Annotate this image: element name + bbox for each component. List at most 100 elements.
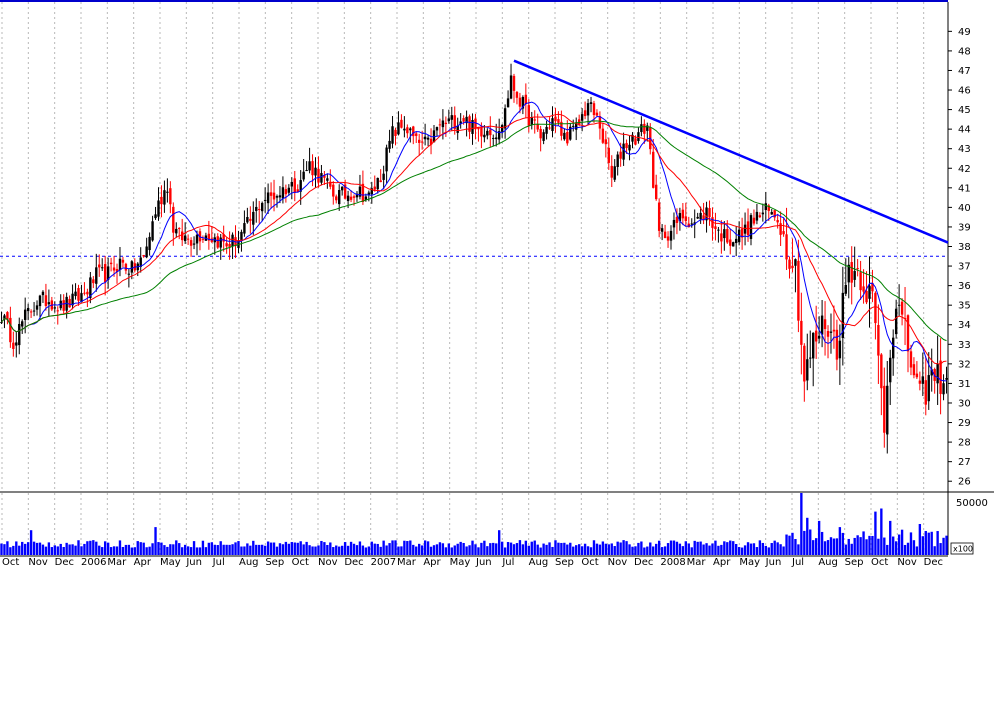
volume-bar [883, 537, 886, 555]
volume-bar [684, 541, 687, 555]
volume-bar [477, 547, 480, 555]
volume-bar [178, 543, 181, 555]
volume-bar [385, 545, 388, 555]
candle-body [503, 108, 507, 129]
candle-body [891, 337, 895, 359]
month-tick-label: Mar [687, 557, 707, 568]
month-tick-label: Dec [634, 557, 653, 568]
candle-body [438, 124, 442, 126]
candle-body [732, 242, 735, 247]
volume-bar [290, 542, 293, 555]
month-tick-label: Mar [107, 557, 127, 568]
volume-bar [886, 544, 889, 555]
candle-body [290, 181, 294, 187]
candle-body [921, 376, 925, 384]
candle-body [355, 193, 359, 198]
price-tick-label: 47 [958, 66, 971, 77]
volume-bar [690, 547, 693, 555]
candle-body [465, 116, 468, 124]
price-tick-label: 33 [958, 340, 971, 351]
volume-bar [592, 540, 596, 555]
candle-body [776, 220, 779, 223]
volume-bar [124, 544, 128, 555]
candle-body [207, 233, 211, 241]
volume-bar [918, 524, 922, 555]
candle-body [26, 308, 30, 312]
volume-bar [752, 543, 756, 555]
volume-bar [355, 545, 359, 555]
price-tick-label: 35 [958, 301, 971, 312]
volume-bar [758, 540, 762, 555]
volume-bar [145, 547, 148, 555]
volume-bar [580, 546, 584, 555]
volume-bar [112, 546, 116, 555]
month-tick-label: Oct [2, 557, 19, 568]
volume-bar [305, 541, 308, 555]
volume-bar [521, 544, 525, 555]
volume-bar [900, 529, 904, 555]
candle-body [429, 138, 433, 145]
candle-body [3, 315, 6, 319]
moving-averages [1, 101, 947, 382]
candle-body [569, 126, 572, 140]
volume-bar [569, 542, 572, 555]
volume-bar [912, 540, 916, 555]
candle-body [293, 178, 296, 193]
volume-bar [939, 543, 942, 555]
price-tick-label: 48 [958, 46, 971, 57]
volume-bar [53, 545, 56, 555]
volume-bar [572, 546, 575, 555]
candle-body [340, 186, 344, 191]
volume-bar [737, 547, 741, 555]
volume-bar [586, 546, 590, 555]
volume-bar [850, 543, 853, 555]
volume-bar [536, 544, 539, 555]
month-tick-label: Nov [318, 557, 338, 568]
candle-body [847, 264, 850, 283]
volume-bar [166, 546, 169, 555]
volume-bar [142, 542, 145, 555]
candle-body [186, 238, 190, 240]
candle-body [714, 226, 717, 229]
volume-bar [589, 547, 593, 555]
volume-bar [133, 547, 136, 555]
candle-body [106, 266, 110, 280]
candle-body [320, 173, 323, 183]
volume-bar [335, 545, 338, 555]
volume-bar [225, 544, 228, 555]
volume-bar [625, 541, 628, 555]
candle-body [420, 141, 424, 143]
candle-body [151, 221, 154, 241]
volume-bar [189, 547, 193, 555]
volume-bar [583, 543, 587, 555]
volume-bar [726, 542, 729, 555]
candle-body [589, 102, 593, 104]
volume-bar [284, 541, 288, 555]
volume-bar [877, 538, 880, 555]
volume-bar [26, 542, 30, 555]
candle-body [361, 183, 365, 202]
volume-bar [83, 543, 86, 555]
volume-bar [317, 545, 320, 555]
candle-body [21, 321, 24, 327]
candle-body [311, 161, 314, 176]
volume-bar [566, 544, 569, 555]
month-tick-label: Sep [265, 557, 284, 568]
volume-bar [699, 541, 702, 555]
month-tick-label: Aug [529, 557, 549, 568]
candle-body [403, 128, 406, 131]
candle-body [332, 184, 335, 197]
candle-body [652, 151, 655, 188]
candle-body [18, 323, 21, 346]
candle-body [900, 301, 904, 315]
candle-body [817, 335, 821, 339]
volume-bar [86, 541, 89, 555]
volume-bar [483, 540, 486, 555]
volume-bar [687, 543, 690, 555]
candle-body [9, 317, 12, 343]
moving-average-line [1, 113, 947, 365]
candle-body [415, 133, 418, 136]
candle-body [826, 330, 830, 337]
volume-bar [418, 543, 421, 555]
